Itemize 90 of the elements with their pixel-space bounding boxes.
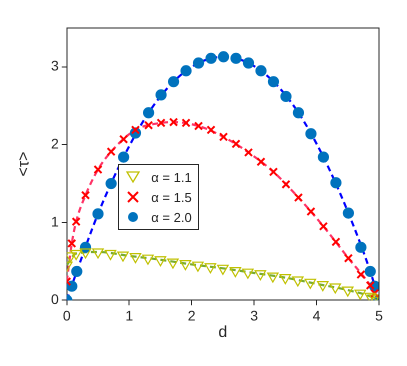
x-tick-label: 2 (188, 307, 196, 324)
point (370, 288, 379, 298)
point (218, 132, 228, 142)
point (306, 207, 316, 216)
point (268, 76, 280, 88)
point (355, 242, 366, 253)
point (106, 178, 117, 190)
point (71, 266, 82, 278)
y-axis-title: <τ> (16, 152, 34, 177)
point (342, 207, 354, 219)
point (230, 267, 242, 278)
point (80, 248, 92, 259)
point (204, 263, 216, 274)
point (118, 152, 130, 163)
point (356, 270, 366, 280)
point (130, 253, 142, 264)
point (93, 165, 103, 174)
point (66, 280, 78, 292)
point (169, 118, 178, 127)
point (281, 180, 290, 189)
point (242, 268, 254, 279)
x-tick-label: 0 (62, 307, 71, 324)
point (80, 190, 90, 200)
point (104, 250, 116, 260)
point (168, 76, 180, 88)
point (92, 208, 104, 220)
point (206, 125, 216, 134)
point (182, 118, 191, 128)
point (72, 217, 81, 226)
point (231, 139, 241, 148)
point (142, 254, 154, 265)
point (244, 148, 254, 157)
legend-label: α = 2.0 (151, 210, 192, 225)
legend-label: α = 1.1 (151, 170, 192, 185)
point (92, 248, 104, 259)
x-tick-label: 3 (250, 307, 258, 324)
point (280, 90, 292, 102)
x-tick-label: 1 (125, 307, 134, 324)
point (294, 193, 303, 202)
point (217, 264, 229, 275)
point (280, 274, 292, 284)
point (156, 118, 166, 128)
x-tick-label: 5 (375, 307, 384, 324)
point (117, 251, 129, 262)
point (194, 121, 204, 131)
point (254, 270, 266, 280)
point (230, 52, 242, 64)
y-tick-label: 3 (50, 58, 59, 74)
point (366, 280, 375, 290)
point (130, 125, 140, 134)
point (330, 177, 342, 188)
x-tick-label: 4 (312, 307, 321, 324)
point (180, 260, 192, 270)
point (344, 254, 353, 263)
point (142, 107, 154, 118)
point (144, 120, 154, 130)
point (292, 276, 304, 287)
point (304, 278, 316, 289)
point (155, 89, 167, 100)
point (331, 237, 340, 246)
point (267, 272, 279, 283)
point (70, 250, 82, 260)
point (192, 57, 204, 69)
point (106, 147, 116, 156)
x-axis-title: d (217, 324, 228, 342)
point (154, 256, 166, 266)
y-tick-label: 1 (50, 213, 59, 230)
point (317, 281, 329, 292)
point (268, 167, 278, 176)
point (218, 51, 230, 62)
point (119, 134, 128, 144)
legend-label: α = 1.5 (151, 190, 192, 205)
point (180, 65, 192, 76)
point (292, 107, 304, 118)
point (167, 258, 179, 269)
point (67, 238, 76, 248)
point (318, 152, 330, 163)
point (305, 128, 317, 140)
y-tick-label: 0 (50, 291, 59, 308)
point (255, 65, 267, 76)
point (205, 52, 217, 64)
point (318, 222, 328, 231)
point (329, 283, 342, 294)
point (192, 262, 204, 272)
point (256, 157, 266, 166)
point (342, 286, 354, 297)
point (242, 57, 254, 69)
y-tick-label: 2 (50, 136, 59, 152)
point (364, 266, 376, 278)
point (354, 290, 366, 300)
